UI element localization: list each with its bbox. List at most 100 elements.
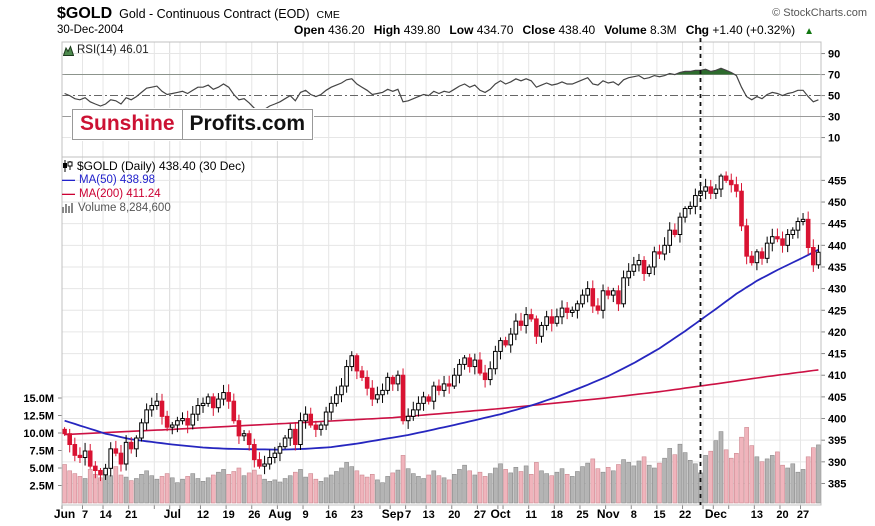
price-axis-label: 390 — [828, 457, 846, 469]
logo-part-sunshine: Sunshine — [80, 112, 175, 135]
close-value: 438.40 — [558, 23, 596, 37]
legend-ma200: MA(200) 411.24 — [79, 188, 161, 200]
x-axis-label: Oct — [490, 507, 510, 521]
price-axis-label: 385 — [828, 478, 846, 490]
x-axis-label: 8 — [631, 509, 637, 521]
price-axis-label: 435 — [828, 262, 846, 274]
low-value: 434.70 — [476, 23, 514, 37]
price-axis-label: 400 — [828, 414, 846, 426]
ma200-line — [64, 369, 819, 436]
volume-bars-icon — [62, 203, 73, 213]
high-label: High — [373, 23, 401, 37]
x-axis-label: Dec — [705, 507, 727, 521]
volume-label: Volume — [604, 23, 647, 37]
volume-axis-label: 15.0M — [23, 393, 54, 405]
x-axis-label: Aug — [268, 507, 291, 521]
x-axis-label: Nov — [597, 507, 620, 521]
x-axis-label: Jul — [164, 507, 181, 521]
chart-header: $GOLD Gold - Continuous Contract (EOD) C… — [57, 5, 340, 23]
x-axis-label: 23 — [351, 509, 363, 521]
x-axis-label: 13 — [751, 509, 763, 521]
x-axis-label: 11 — [525, 509, 537, 521]
legend-volume: Volume 8,284,600 — [78, 202, 171, 214]
x-axis-label: 20 — [776, 509, 788, 521]
price-axis-label: 410 — [828, 370, 846, 382]
x-axis-label: 7 — [82, 509, 88, 521]
legend-main-series: $GOLD (Daily) 438.40 (30 Dec) — [77, 159, 246, 173]
exchange-label: CME — [316, 9, 340, 21]
price-axis-label: 415 — [828, 349, 846, 361]
volume-bars — [62, 427, 821, 504]
volume-axis-label: 2.5M — [30, 481, 54, 493]
ma200-line-swatch: — — [62, 186, 75, 201]
logo-part-profits: Profits.com — [181, 110, 313, 139]
volume-axis-label: 5.0M — [30, 463, 54, 475]
x-axis-label: 16 — [325, 509, 337, 521]
x-axis-label: 12 — [197, 509, 209, 521]
high-value: 439.80 — [403, 23, 441, 37]
price-axis-label: 440 — [828, 240, 846, 252]
x-axis-label: 9 — [303, 509, 309, 521]
close-label: Close — [522, 23, 556, 37]
candlestick-icon — [63, 160, 73, 172]
legend-ma50: MA(50) 438.98 — [79, 174, 156, 186]
x-axis-label: 25 — [576, 509, 588, 521]
candlesticks — [62, 171, 821, 482]
price-axis-label: 430 — [828, 284, 846, 296]
x-axis-label: 27 — [797, 509, 809, 521]
rsi-value-text: RSI(14) 46.01 — [77, 44, 149, 56]
x-axis-label: 20 — [448, 509, 460, 521]
volume-value: 8.3M — [650, 23, 677, 37]
price-axis-label: 455 — [828, 175, 846, 187]
rsi-axis-label: 10 — [828, 133, 840, 145]
chart-legend: $GOLD (Daily) 438.40 (30 Dec) — MA(50) 4… — [62, 159, 245, 215]
rsi-plot — [64, 67, 819, 111]
price-axis-label: 425 — [828, 305, 846, 317]
rsi-axis-label: 70 — [828, 70, 840, 82]
chg-value: +1.40 (+0.32%) — [712, 23, 796, 37]
price-axis-label: 420 — [828, 327, 846, 339]
rsi-indicator-label: RSI(14) 46.01 — [63, 44, 149, 56]
price-axis-label: 395 — [828, 435, 846, 447]
quote-row: Open 436.20 High 439.80 Low 434.70 Close… — [294, 23, 814, 37]
price-axis-label: 450 — [828, 197, 846, 209]
rsi-axis-label: 50 — [828, 91, 840, 103]
x-axis-label: 27 — [474, 509, 486, 521]
ticker-symbol: $GOLD — [57, 5, 113, 22]
x-axis-label: 22 — [679, 509, 691, 521]
x-axis-label: 13 — [423, 509, 435, 521]
sunshineprofits-logo: Sunshine Profits.com — [72, 109, 314, 140]
volume-axis-label: 7.5M — [30, 446, 54, 458]
security-description: Gold - Continuous Contract (EOD) — [119, 7, 310, 21]
rsi-axis-label: 30 — [828, 112, 840, 124]
x-axis-label: 7 — [405, 509, 411, 521]
indicator-area-icon — [63, 44, 74, 56]
volume-axis-label: 10.0M — [23, 428, 54, 440]
up-arrow-icon: ▲ — [804, 26, 814, 37]
x-axis-label: 21 — [125, 509, 137, 521]
low-label: Low — [449, 23, 474, 37]
quote-date: 30-Dec-2004 — [57, 24, 124, 36]
stockcharts-copyright: © StockCharts.com — [772, 7, 867, 19]
volume-axis-label: 12.5M — [23, 411, 54, 423]
x-axis-label: 14 — [99, 509, 112, 521]
x-axis-label: Sep — [382, 507, 404, 521]
x-axis-label: 18 — [551, 509, 563, 521]
x-axis-label: Jun — [54, 507, 75, 521]
rsi-axis-label: 90 — [828, 49, 840, 61]
open-value: 436.20 — [328, 23, 365, 37]
chg-label: Chg — [685, 23, 710, 37]
open-label: Open — [293, 23, 325, 37]
price-axis-label: 405 — [828, 392, 846, 404]
x-axis-label: 15 — [653, 509, 665, 521]
ma50-line-swatch: — — [62, 172, 75, 187]
price-axis-label: 445 — [828, 219, 846, 231]
x-axis-label: 26 — [248, 509, 260, 521]
moving-averages — [64, 248, 819, 451]
rsi-line — [64, 67, 819, 111]
axes — [58, 41, 825, 509]
ma50-line — [64, 248, 819, 451]
x-axis-label: 19 — [223, 509, 235, 521]
